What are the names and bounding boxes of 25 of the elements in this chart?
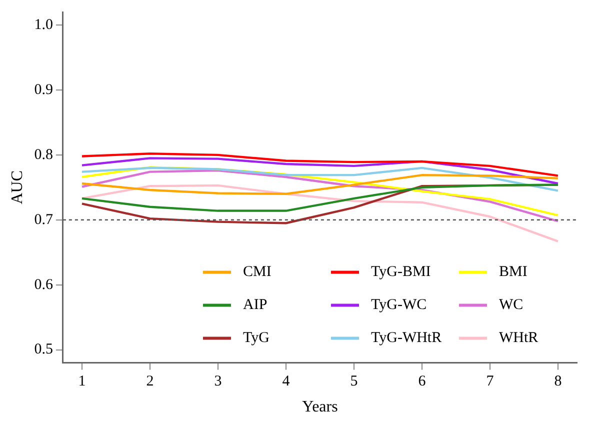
legend-label: TyG-BMI <box>371 264 431 280</box>
legend-label: CMI <box>243 264 272 280</box>
x-tick-label: 7 <box>486 374 494 390</box>
y-tick-label: 1.0 <box>34 16 53 33</box>
x-axis-title: Years <box>302 398 338 416</box>
legend-label: AIP <box>243 297 268 314</box>
x-tick-label: 5 <box>350 374 358 390</box>
y-tick-label: 0.6 <box>34 276 54 293</box>
y-tick-label: 0.5 <box>34 342 53 358</box>
legend-label: BMI <box>499 264 528 280</box>
x-tick-label: 1 <box>78 374 86 390</box>
x-tick-label: 6 <box>418 374 426 390</box>
y-tick-label: 0.8 <box>34 146 53 163</box>
legend-label: WC <box>499 297 524 314</box>
y-tick-label: 0.9 <box>34 82 53 98</box>
legend-label: TyG-WC <box>371 297 427 314</box>
y-tick-label: 0.7 <box>34 212 54 228</box>
x-tick-label: 8 <box>554 374 562 390</box>
x-tick-label: 4 <box>282 374 290 390</box>
x-tick-label: 2 <box>146 374 154 390</box>
legend-label: TyG-WHtR <box>371 330 442 346</box>
y-axis-title: AUC <box>8 170 26 204</box>
legend-label: TyG <box>243 330 270 346</box>
legend-label: WHtR <box>499 330 538 346</box>
x-tick-label: 3 <box>214 374 222 390</box>
